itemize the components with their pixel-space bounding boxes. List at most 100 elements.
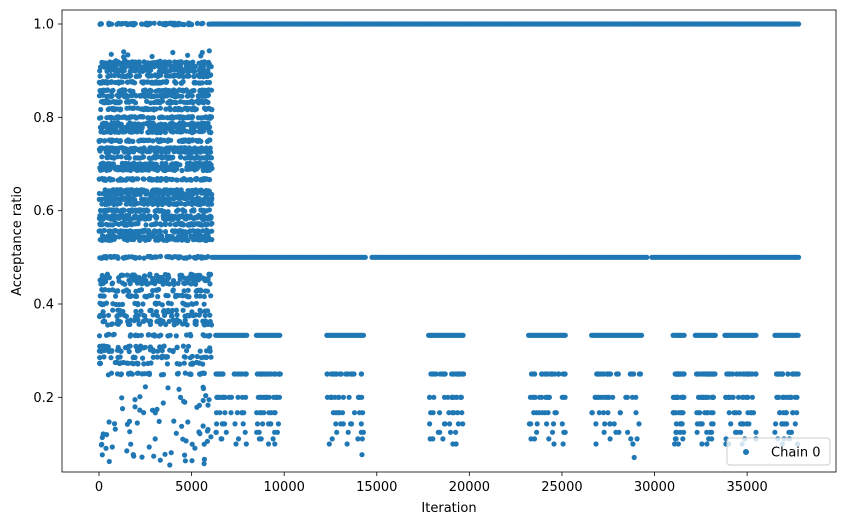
data-point bbox=[122, 63, 128, 69]
data-point bbox=[147, 253, 153, 260]
data-point bbox=[142, 87, 148, 93]
data-point bbox=[121, 148, 127, 154]
data-point bbox=[277, 332, 283, 338]
data-point bbox=[120, 359, 127, 366]
data-point bbox=[461, 371, 467, 377]
data-point bbox=[675, 441, 682, 447]
data-point bbox=[171, 196, 177, 202]
data-point bbox=[203, 106, 209, 113]
data-point bbox=[165, 201, 171, 207]
data-point bbox=[359, 452, 365, 458]
data-point bbox=[146, 216, 153, 222]
data-point bbox=[126, 99, 132, 105]
data-point bbox=[268, 371, 274, 377]
data-point bbox=[198, 287, 204, 293]
data-point bbox=[160, 400, 166, 406]
data-point bbox=[146, 93, 152, 99]
data-point bbox=[171, 89, 177, 95]
data-point bbox=[681, 429, 687, 435]
data-point bbox=[360, 332, 367, 338]
data-point bbox=[161, 237, 167, 243]
data-point bbox=[96, 190, 102, 197]
data-point bbox=[170, 49, 176, 56]
data-point bbox=[202, 166, 209, 172]
data-point bbox=[623, 394, 629, 400]
data-point bbox=[201, 293, 207, 300]
data-point bbox=[160, 124, 166, 130]
data-point bbox=[155, 348, 161, 354]
data-point bbox=[111, 106, 117, 112]
data-point bbox=[158, 80, 164, 86]
y-tick-label: 1.0 bbox=[33, 18, 54, 33]
data-point bbox=[111, 149, 118, 155]
data-point bbox=[142, 384, 148, 390]
data-point bbox=[184, 99, 190, 106]
data-point bbox=[155, 294, 161, 300]
data-point bbox=[109, 89, 115, 95]
data-point bbox=[144, 98, 150, 104]
data-point bbox=[110, 228, 116, 234]
data-point bbox=[182, 399, 188, 405]
data-point bbox=[144, 79, 150, 85]
x-tick-label: 20000 bbox=[449, 480, 490, 495]
data-point bbox=[194, 221, 200, 227]
data-point bbox=[148, 176, 154, 182]
data-point bbox=[100, 99, 106, 105]
data-point bbox=[455, 410, 461, 416]
x-tick-label: 35000 bbox=[726, 480, 767, 495]
data-point bbox=[549, 429, 556, 435]
data-point bbox=[262, 371, 268, 377]
data-point bbox=[143, 222, 149, 228]
data-point bbox=[148, 88, 154, 94]
data-point bbox=[172, 21, 178, 27]
data-point bbox=[99, 343, 105, 349]
data-point bbox=[122, 255, 128, 261]
data-point bbox=[149, 200, 155, 206]
data-point bbox=[97, 68, 103, 74]
data-point bbox=[272, 441, 278, 447]
data-point bbox=[183, 293, 189, 299]
data-point bbox=[108, 355, 114, 361]
data-point bbox=[174, 345, 180, 351]
data-point bbox=[145, 106, 151, 113]
x-axis-label: Iteration bbox=[421, 501, 476, 516]
data-point bbox=[97, 88, 103, 94]
data-point bbox=[177, 394, 184, 400]
data-point bbox=[175, 207, 181, 213]
data-point bbox=[794, 410, 800, 416]
data-point bbox=[135, 302, 141, 308]
data-point bbox=[163, 308, 169, 315]
data-point bbox=[201, 301, 207, 307]
data-point bbox=[191, 208, 197, 214]
data-point bbox=[199, 87, 205, 93]
data-point bbox=[190, 105, 196, 111]
data-point bbox=[189, 88, 195, 94]
data-point bbox=[704, 441, 710, 447]
data-point bbox=[530, 394, 537, 400]
data-point bbox=[606, 394, 612, 400]
data-point bbox=[344, 371, 350, 377]
data-point bbox=[151, 332, 157, 338]
data-point bbox=[151, 453, 157, 459]
data-point bbox=[175, 280, 181, 286]
data-point bbox=[456, 371, 462, 377]
data-point bbox=[154, 313, 160, 319]
data-point bbox=[121, 216, 127, 222]
data-point bbox=[109, 321, 115, 327]
data-point bbox=[345, 429, 351, 435]
data-point bbox=[138, 200, 144, 206]
data-point bbox=[119, 301, 126, 307]
data-point bbox=[112, 100, 119, 106]
data-point bbox=[134, 176, 140, 182]
data-point bbox=[132, 114, 138, 120]
data-point bbox=[142, 21, 148, 27]
data-point bbox=[781, 394, 787, 400]
data-point bbox=[213, 429, 219, 435]
data-point bbox=[184, 166, 190, 172]
data-point bbox=[355, 394, 361, 400]
data-point bbox=[162, 229, 169, 235]
data-point bbox=[133, 308, 139, 315]
data-point bbox=[243, 441, 249, 447]
data-point bbox=[135, 360, 141, 366]
legend-label-chain-0: Chain 0 bbox=[771, 446, 821, 461]
